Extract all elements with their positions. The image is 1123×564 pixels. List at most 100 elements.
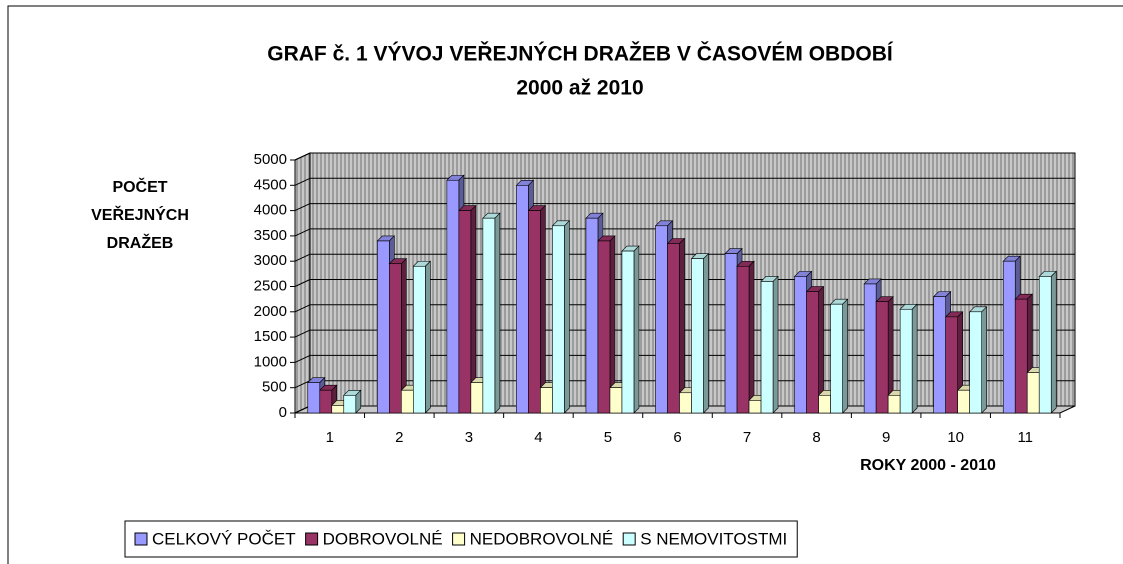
bar [806,291,819,414]
bar [1026,372,1040,414]
y-tick-label: 500 [262,379,287,396]
bar-side [772,275,779,414]
bar [482,217,496,414]
y-tick-label: 0 [279,404,287,421]
bar [679,392,692,414]
grid-line [294,354,311,363]
bar [516,185,529,414]
y-axis-label: POČET [112,177,167,196]
bar [691,258,704,414]
legend-label: NEDOBROVOLNÉ [470,529,614,548]
y-tick-label: 1000 [254,353,287,370]
bar-side [981,306,987,414]
grid-line [294,253,311,262]
bar-side [911,303,918,414]
bar [413,265,426,414]
bar [724,253,738,414]
bar [540,387,553,414]
bar-side [703,252,709,414]
bar [899,308,913,414]
y-axis-label: DRAŽEB [107,233,174,252]
legend-swatch [622,532,636,546]
bar [933,296,946,414]
bar [609,387,623,414]
grid-line [294,304,311,313]
y-tick-label: 3000 [254,252,287,269]
legend-label: CELKOVÝ POČET [152,529,296,548]
bar [1038,276,1052,414]
bar [760,281,774,414]
y-tick-label: 2500 [254,277,287,294]
x-tick-label: 10 [947,429,964,446]
bar [957,389,970,414]
y-tick-label: 3500 [254,227,287,244]
y-tick-label: 5000 [254,151,287,168]
bar [389,263,402,414]
x-tick-label: 9 [882,429,890,446]
x-tick-label: 4 [534,429,542,446]
x-tick-label: 11 [1017,429,1033,446]
bar [401,389,414,414]
bar [794,276,807,414]
bar-side [633,245,640,414]
bar [319,389,333,414]
bar [863,283,877,414]
bar-side [748,260,755,414]
bar [597,240,611,414]
y-tick-label: 4500 [254,176,287,193]
bar-side [540,204,546,414]
bar [969,311,982,414]
bar [552,225,565,414]
bar [331,405,345,414]
bar [528,210,541,414]
bar-side [494,212,501,414]
bar-side [564,220,570,414]
bar [945,316,958,414]
bar [470,382,484,414]
grid-line [294,228,311,237]
grid-line [294,203,311,212]
bar [458,210,472,414]
legend-label: DOBROVOLNÉ [323,529,443,548]
x-tick-label: 5 [604,429,612,446]
bar [585,217,599,414]
chart-title: GRAF č. 1 VÝVOJ VEŘEJNÝCH DRAŽEB V ČASOV… [267,42,894,66]
legend-swatch [452,532,466,546]
y-tick-label: 4000 [254,202,287,219]
bar [655,225,668,414]
legend-swatch [134,532,148,546]
bar [887,394,901,414]
legend-swatch [305,532,319,546]
bar [748,400,762,414]
bar [830,303,843,414]
bar [818,394,831,414]
bar [621,250,635,414]
bar [446,179,460,414]
x-tick-label: 2 [395,429,403,446]
x-tick-label: 6 [673,429,681,446]
bar [377,240,390,414]
bar [343,394,357,414]
bar-side [842,298,848,414]
x-tick-label: 1 [326,429,334,446]
x-tick-label: 7 [743,429,751,446]
x-tick-label: 3 [465,429,473,446]
bar [667,243,680,414]
bar [1014,298,1028,414]
y-axis-label: VEŘEJNÝCH [91,205,189,224]
chart-title: 2000 až 2010 [516,77,643,100]
bar [875,301,889,414]
bar-side [679,237,685,414]
legend-label: S NEMOVITOSTMI [640,529,787,548]
bar [307,382,321,414]
x-axis-label: ROKY 2000 - 2010 [860,457,996,474]
grid-line [294,279,311,287]
y-tick-label: 2000 [254,303,287,320]
bar-side [1050,270,1057,414]
bar [736,265,750,414]
grid-line [294,329,311,338]
grid-line [294,152,311,161]
y-tick-label: 1500 [254,328,287,345]
grid-line [294,177,311,186]
